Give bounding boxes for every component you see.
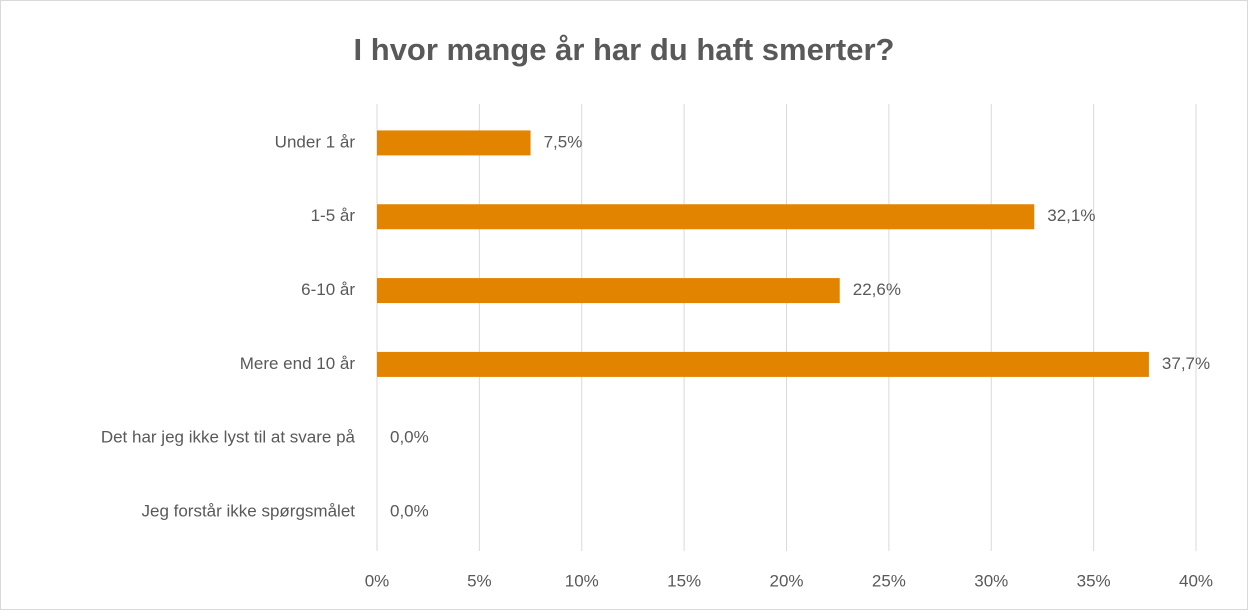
bar (377, 351, 1149, 377)
data-label: 0,0% (390, 502, 429, 521)
y-tick-label: Jeg forstår ikke spørgsmålet (141, 502, 355, 521)
x-tick-label: 20% (769, 571, 803, 590)
data-label: 32,1% (1047, 206, 1095, 225)
bar (377, 278, 840, 304)
bar (377, 204, 1035, 230)
y-tick-label: 1-5 år (311, 206, 356, 225)
x-tick-label: 0% (365, 571, 390, 590)
x-tick-label: 30% (974, 571, 1008, 590)
x-tick-label: 40% (1179, 571, 1213, 590)
data-label: 7,5% (544, 132, 583, 151)
x-tick-label: 15% (667, 571, 701, 590)
y-tick-label: 6-10 år (301, 280, 355, 299)
x-tick-label: 25% (872, 571, 906, 590)
x-tick-label: 35% (1077, 571, 1111, 590)
x-tick-label: 5% (467, 571, 492, 590)
x-tick-label: 10% (565, 571, 599, 590)
y-tick-label: Under 1 år (275, 132, 356, 151)
y-tick-label: Det har jeg ikke lyst til at svare på (101, 428, 356, 447)
data-label: 0,0% (390, 428, 429, 447)
data-label: 22,6% (853, 280, 901, 299)
data-label: 37,7% (1162, 354, 1210, 373)
chart-title: I hvor mange år har du haft smerter? (354, 32, 895, 67)
bar (377, 130, 531, 156)
y-tick-label: Mere end 10 år (240, 354, 356, 373)
